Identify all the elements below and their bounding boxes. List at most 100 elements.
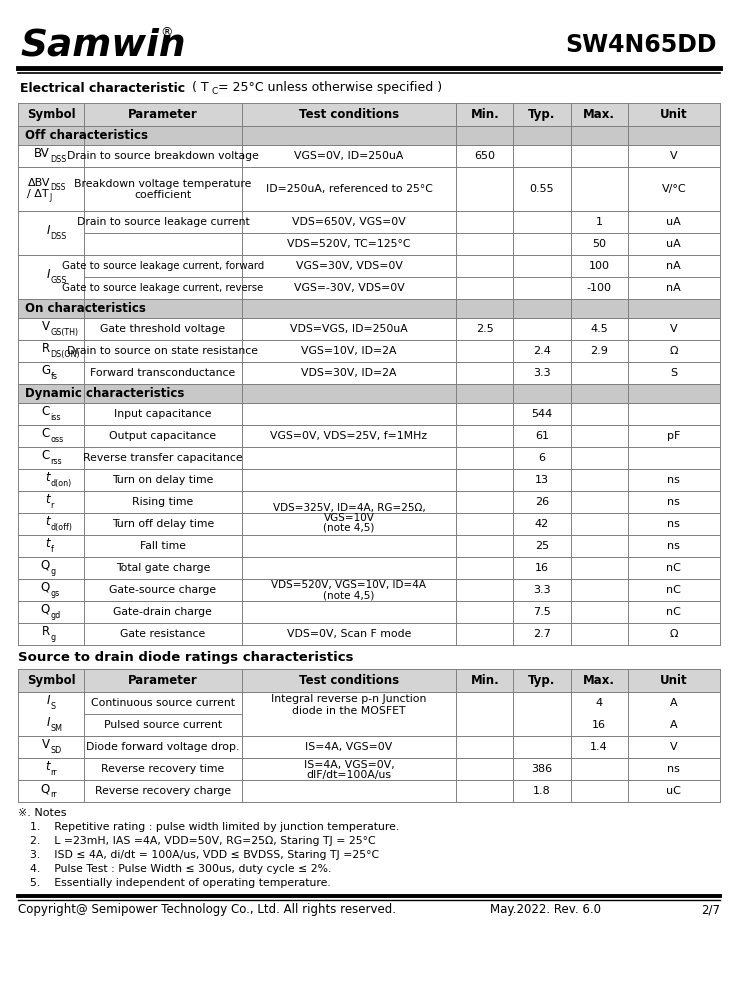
Bar [18,736,720,758]
Text: Pulsed source current: Pulsed source current [104,720,222,730]
Text: Ω: Ω [669,629,678,639]
Text: Turn on delay time: Turn on delay time [112,475,213,485]
Text: DSS: DSS [51,182,66,192]
Bar [18,318,720,340]
Text: 1.    Repetitive rating : pulse width limited by junction temperature.: 1. Repetitive rating : pulse width limit… [30,822,399,832]
Text: rss: rss [51,457,62,466]
Text: Test conditions: Test conditions [299,108,399,121]
Text: DS(ON): DS(ON) [51,350,80,359]
Text: Ω: Ω [669,346,678,356]
Text: -100: -100 [587,283,612,293]
Bar [18,425,720,447]
Text: 650: 650 [475,151,495,161]
Text: uA: uA [666,239,681,249]
Text: Forward transconductance: Forward transconductance [90,368,235,378]
Text: 1.4: 1.4 [590,742,608,752]
Text: coefficient: coefficient [134,190,191,200]
Bar [18,491,720,513]
Text: S: S [51,702,56,711]
Text: VGS=10V: VGS=10V [323,513,374,523]
Text: Diode forward voltage drop.: Diode forward voltage drop. [86,742,240,752]
Text: Dynamic characteristics: Dynamic characteristics [25,387,184,400]
Text: Min.: Min. [470,108,499,121]
Bar [18,255,720,299]
Text: Continuous source current: Continuous source current [91,698,235,708]
Text: V: V [42,738,50,751]
Text: 2.5: 2.5 [476,324,494,334]
Text: 4: 4 [596,698,603,708]
Text: ®: ® [160,26,173,39]
Text: nA: nA [666,283,681,293]
Text: Q: Q [41,581,50,594]
Bar [18,103,720,126]
Bar [18,780,720,802]
Text: VDS=325V, ID=4A, RG=25Ω,: VDS=325V, ID=4A, RG=25Ω, [272,503,425,513]
Text: g: g [51,633,56,642]
Text: Gate-drain charge: Gate-drain charge [114,607,213,617]
Text: fs: fs [51,372,58,381]
Text: 100: 100 [589,261,610,271]
Text: ※. Notes: ※. Notes [18,808,66,818]
Text: Drain to source breakdown voltage: Drain to source breakdown voltage [67,151,259,161]
Text: 4.    Pulse Test : Pulse Width ≤ 300us, duty cycle ≤ 2%.: 4. Pulse Test : Pulse Width ≤ 300us, dut… [30,864,331,874]
Text: S: S [670,368,677,378]
Text: ID=250uA, referenced to 25°C: ID=250uA, referenced to 25°C [266,184,432,194]
Text: VDS=0V, Scan F mode: VDS=0V, Scan F mode [287,629,411,639]
Text: Max.: Max. [583,674,615,687]
Text: ns: ns [667,519,680,529]
Text: 3.    ISD ≤ 4A, di/dt = 100A/us, VDD ≤ BVDSS, Staring T⁠J =25°C: 3. ISD ≤ 4A, di/dt = 100A/us, VDD ≤ BVDS… [30,850,379,860]
Bar [18,469,720,491]
Text: VGS=-30V, VDS=0V: VGS=-30V, VDS=0V [294,283,404,293]
Text: Q: Q [41,603,50,616]
Text: Unit: Unit [660,674,688,687]
Text: (note 4,5): (note 4,5) [323,591,375,601]
Text: C: C [42,427,50,440]
Text: t: t [46,471,50,484]
Text: C: C [211,88,217,97]
Bar [18,557,720,579]
Text: nC: nC [666,585,681,595]
Text: Symbol: Symbol [27,674,75,687]
Text: GS(TH): GS(TH) [51,328,79,337]
Text: V: V [670,324,677,334]
Text: 2.7: 2.7 [533,629,551,639]
Text: 1: 1 [596,217,603,227]
Text: Integral reverse p-n Junction: Integral reverse p-n Junction [272,694,427,704]
Text: Reverse transfer capacitance: Reverse transfer capacitance [83,453,243,463]
Text: 42: 42 [535,519,549,529]
Text: A: A [670,720,677,730]
Text: 2.9: 2.9 [590,346,608,356]
Text: Electrical characteristic: Electrical characteristic [20,82,185,95]
Text: Test conditions: Test conditions [299,674,399,687]
Text: BV: BV [35,147,50,160]
Text: DSS: DSS [51,232,67,241]
Bar [18,384,720,403]
Text: ΔBV: ΔBV [27,178,50,188]
Text: t: t [46,493,50,506]
Bar [18,167,720,211]
Text: Off characteristics: Off characteristics [25,129,148,142]
Text: diode in the MOSFET: diode in the MOSFET [292,706,406,716]
Text: ns: ns [667,475,680,485]
Text: Drain to source on state resistance: Drain to source on state resistance [67,346,258,356]
Text: Q: Q [41,782,50,795]
Text: nC: nC [666,563,681,573]
Text: Parameter: Parameter [128,674,198,687]
Text: rr: rr [51,768,58,777]
Text: dIF/dt=100A/us: dIF/dt=100A/us [306,770,391,780]
Text: ns: ns [667,764,680,774]
Text: 4.5: 4.5 [590,324,608,334]
Text: Gate to source leakage current, reverse: Gate to source leakage current, reverse [62,283,263,293]
Text: I: I [46,268,50,281]
Text: May.2022. Rev. 6.0: May.2022. Rev. 6.0 [489,904,601,916]
Text: Input capacitance: Input capacitance [114,409,212,419]
Text: 26: 26 [535,497,549,507]
Text: / ΔT: / ΔT [27,189,49,199]
Text: Samwin: Samwin [20,27,186,63]
Text: Reverse recovery time: Reverse recovery time [101,764,224,774]
Text: Reverse recovery charge: Reverse recovery charge [95,786,231,796]
Bar [18,579,720,601]
Text: 2/7: 2/7 [701,904,720,916]
Text: t: t [46,760,50,773]
Text: VDS=VGS, ID=250uA: VDS=VGS, ID=250uA [290,324,408,334]
